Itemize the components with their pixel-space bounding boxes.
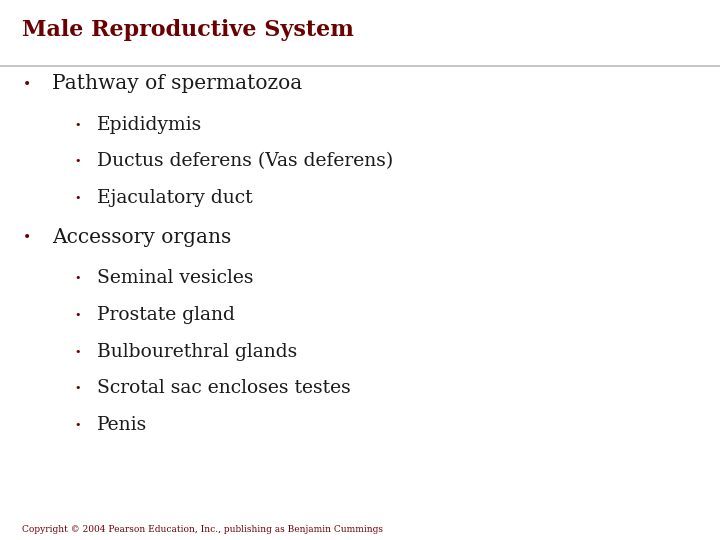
Text: •: • (74, 347, 81, 356)
Text: •: • (23, 77, 32, 91)
Text: Bulbourethral glands: Bulbourethral glands (97, 342, 297, 361)
Text: Scrotal sac encloses testes: Scrotal sac encloses testes (97, 379, 351, 397)
Text: •: • (74, 383, 81, 393)
Text: Pathway of spermatozoa: Pathway of spermatozoa (52, 74, 302, 93)
Text: •: • (74, 420, 81, 430)
Text: •: • (23, 230, 32, 244)
Text: Prostate gland: Prostate gland (97, 306, 235, 324)
Text: Ejaculatory duct: Ejaculatory duct (97, 189, 253, 207)
Text: Ductus deferens (Vas deferens): Ductus deferens (Vas deferens) (97, 152, 393, 171)
Text: •: • (74, 193, 81, 203)
Text: •: • (74, 310, 81, 320)
Text: •: • (74, 157, 81, 166)
Text: Accessory organs: Accessory organs (52, 227, 231, 247)
Text: Male Reproductive System: Male Reproductive System (22, 19, 354, 41)
Text: Copyright © 2004 Pearson Education, Inc., publishing as Benjamin Cummings: Copyright © 2004 Pearson Education, Inc.… (22, 524, 382, 534)
Text: Epididymis: Epididymis (97, 116, 202, 134)
Text: •: • (74, 273, 81, 283)
Text: Penis: Penis (97, 416, 148, 434)
Text: •: • (74, 120, 81, 130)
Text: Seminal vesicles: Seminal vesicles (97, 269, 253, 287)
